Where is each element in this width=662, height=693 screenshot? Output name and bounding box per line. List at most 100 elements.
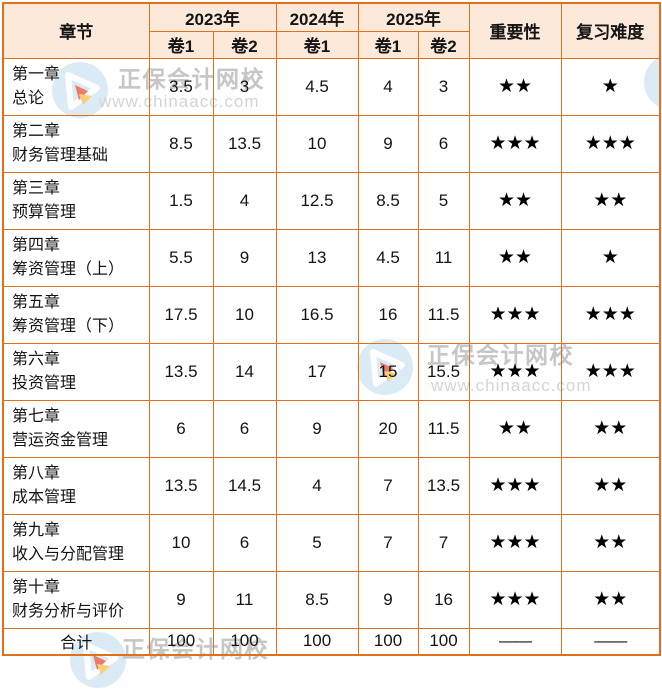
score-cell: 11 [212, 570, 277, 629]
difficulty-stars: ★★ [560, 570, 661, 629]
chapter-cell: 第一章 总论 [2, 57, 150, 116]
score-cell: 13.5 [212, 114, 277, 173]
chapter-name: 财务管理基础 [12, 146, 109, 164]
header-2025-paper1: 卷1 [357, 30, 419, 59]
score-cell: 9 [148, 570, 214, 629]
table-row: 第八章 成本管理 13.5 14.5 4 7 13.5 ★★★ ★★ [2, 456, 661, 515]
difficulty-stars: ★★ [560, 456, 661, 515]
header-2023-paper1: 卷1 [148, 30, 214, 59]
total-score-cell: 100 [148, 627, 214, 656]
chapter-score-table: 章节 2023年 2024年 2025年 重要性 复习难度 卷1 卷2 卷1 卷… [2, 2, 662, 656]
score-cell: 20 [357, 399, 419, 458]
score-cell: 13.5 [148, 342, 214, 401]
chapter-number: 第四章 [12, 236, 61, 254]
chapter-name: 财务分析与评价 [12, 602, 125, 620]
difficulty-stars: ★★★ [560, 285, 661, 344]
difficulty-stars: ★ [560, 228, 661, 287]
total-score-cell: 100 [275, 627, 359, 656]
chapter-cell: 第五章 筹资管理（下） [2, 285, 150, 344]
score-cell: 6 [212, 399, 277, 458]
table-row: 第四章 筹资管理（上） 5.5 9 13 4.5 11 ★★ ★ [2, 228, 661, 287]
header-difficulty: 复习难度 [560, 2, 661, 59]
chapter-number: 第六章 [12, 350, 61, 368]
chapter-number: 第一章 [12, 65, 61, 83]
score-cell: 13.5 [417, 456, 470, 515]
difficulty-stars: ★★★ [560, 342, 661, 401]
total-score-cell: 100 [417, 627, 470, 656]
chapter-name: 投资管理 [12, 374, 77, 392]
score-cell: 5.5 [148, 228, 214, 287]
chapter-name: 筹资管理（下） [12, 317, 125, 335]
importance-stars: ★★ [468, 171, 562, 230]
importance-stars: ★★★ [468, 114, 562, 173]
score-cell: 16 [357, 285, 419, 344]
chapter-number: 第九章 [12, 521, 61, 539]
score-cell: 4 [212, 171, 277, 230]
table-row: 第一章 总论 3.5 3 4.5 4 3 ★★ ★ [2, 57, 661, 116]
score-cell: 15 [357, 342, 419, 401]
score-cell: 6 [417, 114, 470, 173]
chapter-cell: 第七章 营运资金管理 [2, 399, 150, 458]
chapter-name: 预算管理 [12, 203, 77, 221]
importance-stars: ★★★ [468, 285, 562, 344]
importance-stars: ★★★ [468, 513, 562, 572]
difficulty-stars: ★★ [560, 171, 661, 230]
table-row: 第六章 投资管理 13.5 14 17 15 15.5 ★★★ ★★★ [2, 342, 661, 401]
chapter-cell: 第九章 收入与分配管理 [2, 513, 150, 572]
score-cell: 5 [417, 171, 470, 230]
score-cell: 17 [275, 342, 359, 401]
chapter-number: 第十章 [12, 578, 61, 596]
score-cell: 3 [417, 57, 470, 116]
total-score-cell: 100 [212, 627, 277, 656]
score-cell: 16.5 [275, 285, 359, 344]
chapter-number: 第八章 [12, 464, 61, 482]
score-cell: 13 [275, 228, 359, 287]
score-cell: 11 [417, 228, 470, 287]
chapter-name: 总论 [12, 89, 45, 107]
chapter-number: 第三章 [12, 179, 61, 197]
score-cell: 4.5 [357, 228, 419, 287]
chapter-name: 营运资金管理 [12, 431, 109, 449]
header-importance: 重要性 [468, 2, 562, 59]
score-cell: 3.5 [148, 57, 214, 116]
score-cell: 5 [275, 513, 359, 572]
score-cell: 15.5 [417, 342, 470, 401]
score-cell: 12.5 [275, 171, 359, 230]
table-row: 第二章 财务管理基础 8.5 13.5 10 9 6 ★★★ ★★★ [2, 114, 661, 173]
chapter-cell: 第八章 成本管理 [2, 456, 150, 515]
score-cell: 11.5 [417, 399, 470, 458]
chapter-number: 第七章 [12, 407, 61, 425]
score-cell: 7 [417, 513, 470, 572]
header-year-2024: 2024年 [275, 2, 359, 32]
difficulty-stars: ★★★ [560, 114, 661, 173]
chapter-cell: 第十章 财务分析与评价 [2, 570, 150, 629]
total-label: 合计 [2, 627, 150, 656]
importance-stars: ★★★ [468, 456, 562, 515]
score-cell: 1.5 [148, 171, 214, 230]
score-cell: 8.5 [275, 570, 359, 629]
score-cell: 8.5 [148, 114, 214, 173]
table-row: 第九章 收入与分配管理 10 6 5 7 7 ★★★ ★★ [2, 513, 661, 572]
score-cell: 10 [275, 114, 359, 173]
score-cell: 4 [357, 57, 419, 116]
score-cell: 8.5 [357, 171, 419, 230]
score-cell: 4 [275, 456, 359, 515]
difficulty-stars: ★ [560, 57, 661, 116]
score-cell: 13.5 [148, 456, 214, 515]
table-row: 第七章 营运资金管理 6 6 9 20 11.5 ★★ ★★ [2, 399, 661, 458]
chapter-name: 收入与分配管理 [12, 545, 125, 563]
total-row: 合计 100 100 100 100 100 —— —— [2, 627, 661, 656]
chapter-name: 筹资管理（上） [12, 260, 125, 278]
score-cell: 10 [212, 285, 277, 344]
header-row-papers: 卷1 卷2 卷1 卷1 卷2 [3, 30, 660, 59]
total-importance-dash: —— [468, 627, 562, 656]
importance-stars: ★★★ [468, 570, 562, 629]
score-cell: 14 [212, 342, 277, 401]
chapter-number: 第二章 [12, 122, 61, 140]
header-chapter: 章节 [2, 2, 150, 59]
chapter-cell: 第三章 预算管理 [2, 171, 150, 230]
header-row-years: 章节 2023年 2024年 2025年 重要性 复习难度 [2, 2, 661, 59]
difficulty-stars: ★★ [560, 399, 661, 458]
score-cell: 6 [212, 513, 277, 572]
importance-stars: ★★ [468, 399, 562, 458]
